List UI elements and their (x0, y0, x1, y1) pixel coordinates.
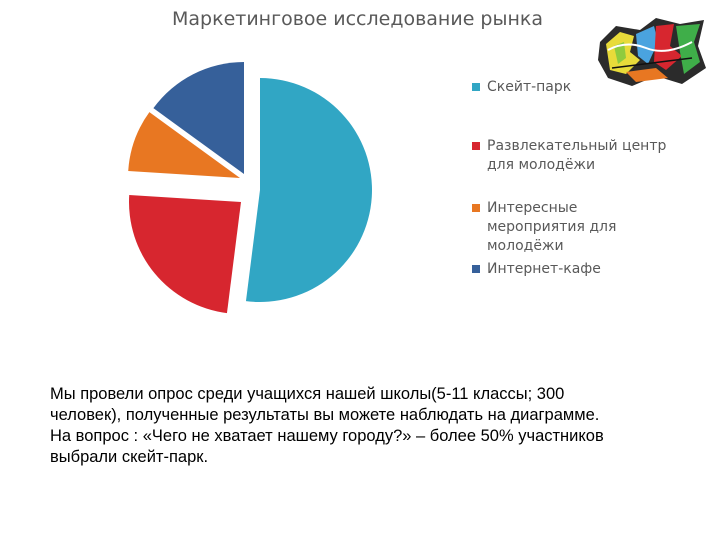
pie-chart (128, 62, 372, 314)
legend-label: Интересные мероприятия для молодёжи (487, 200, 617, 254)
legend-label: Скейт-парк (487, 79, 572, 95)
legend-item-events: Интересные мероприятия для молодёжи (472, 199, 637, 256)
legend-item-skatepark: Скейт-парк (472, 78, 687, 97)
pie-slice-events (128, 112, 240, 178)
caption-line: человек), полученные результаты вы может… (50, 406, 600, 424)
graffiti-logo-icon (598, 18, 706, 86)
pie-slice-skatepark (245, 78, 372, 302)
legend-swatch (472, 265, 480, 273)
chart-title: Маркетинговое исследование рынка (172, 8, 544, 30)
legend-label: Развлекательный центр для молодёжи (487, 138, 667, 173)
caption-line: выбрали скейт-парк. (50, 448, 209, 466)
legend-item-internet-cafe: Интернет-кафе (472, 260, 687, 279)
caption-line: Мы провели опрос среди учащихся нашей шк… (50, 385, 565, 403)
legend-swatch (472, 204, 480, 212)
legend-item-entertainment-center: Развлекательный центр для молодёжи (472, 137, 677, 175)
pie-slice-internet-cafe (153, 62, 244, 174)
caption-line: На вопрос : «Чего не хватает нашему горо… (50, 427, 604, 445)
legend-label: Интернет-кафе (487, 261, 601, 277)
survey-description: Мы провели опрос среди учащихся нашей шк… (50, 384, 690, 468)
legend-swatch (472, 142, 480, 150)
pie-slice-entertainment-center (129, 194, 241, 314)
legend-swatch (472, 83, 480, 91)
